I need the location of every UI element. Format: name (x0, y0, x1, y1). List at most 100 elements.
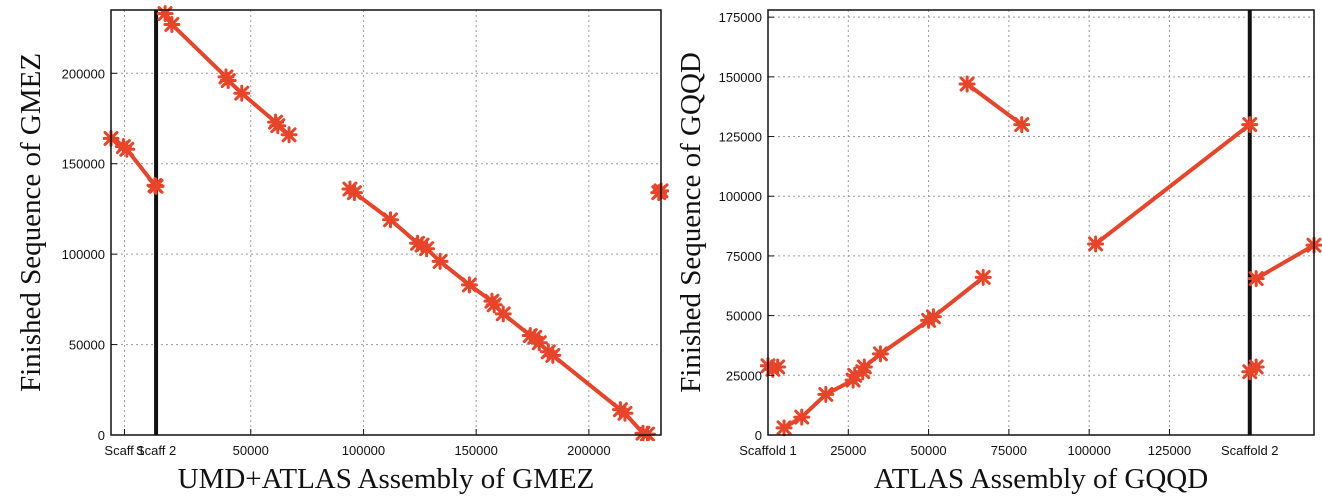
chart-2-point-1-4-shape (846, 366, 864, 384)
chart-1-xtick-label-1: Scaff 2 (136, 443, 176, 458)
chart-1-point-2-17 (616, 404, 634, 422)
chart-2-point-1-7 (871, 345, 889, 363)
chart-2-point-1-10-shape (974, 268, 992, 286)
chart-1-point-2-2 (382, 211, 400, 229)
chart-2-point-3-0 (1087, 235, 1105, 253)
chart-1-point-2-17-shape (616, 404, 634, 422)
chart-2-point-1-7-shape (871, 345, 889, 363)
chart-2-point-2-0 (958, 75, 976, 93)
chart-2-point-1-5-shape (854, 363, 872, 381)
chart-2-ytick-label-6: 150000 (719, 70, 762, 85)
chart-2-plot-frame (767, 9, 1315, 436)
chart-1-point-2-9 (485, 296, 503, 314)
chart-1-point-1-0 (156, 5, 174, 23)
chart-1-ytick-label-3: 150000 (62, 157, 105, 172)
chart-1-point-2-7-shape (460, 276, 478, 294)
chart-1-point-2-11-shape (521, 327, 539, 345)
chart-2-yaxis-title: Finished Sequence of GQQD (675, 52, 707, 393)
chart-1-ytick-label-1: 50000 (69, 338, 105, 353)
chart-1-point-2-6 (431, 252, 449, 270)
chart-1-point-1-3 (219, 72, 237, 90)
chart-2-point-1-9-shape (924, 308, 942, 326)
chart-1-point-2-1-shape (345, 184, 363, 202)
chart-2-point-1-10 (974, 268, 992, 286)
chart-2-point-1-6 (855, 358, 873, 376)
chart-2-segment-3 (1093, 122, 1252, 246)
chart-1-point-0-2-shape (118, 140, 136, 158)
chart-2-point-1-1-shape (793, 408, 811, 426)
chart-1-point-2-10-shape (494, 305, 512, 323)
chart-1-point-2-9-shape (485, 296, 503, 314)
chart-2-ytick-label-0: 0 (755, 428, 762, 443)
chart-2-ytick-label-3: 75000 (726, 249, 762, 264)
chart-2-point-1-1 (793, 408, 811, 426)
chart-1-point-1-1-shape (163, 15, 181, 33)
chart-2-point-1-0-shape (775, 419, 793, 437)
chart-1-point-0-4-shape (147, 177, 165, 195)
chart-2-point-5-0-shape (1247, 270, 1265, 288)
chart-2-xtick-label-1: 25000 (830, 443, 866, 458)
chart-2-point-0-2-shape (769, 358, 787, 376)
chart-2-xtick-label-3: 75000 (991, 443, 1027, 458)
chart-1-point-2-5-shape (418, 240, 436, 258)
chart-2-ytick-label-5: 125000 (719, 130, 762, 145)
chart-1-point-1-4-shape (233, 84, 251, 102)
chart-2-segment-2 (965, 82, 1024, 127)
chart-1-point-2-13-shape (530, 334, 548, 352)
chart-1-point-2-10 (494, 305, 512, 323)
chart-2-point-5-0 (1247, 270, 1265, 288)
chart-1-point-2-19 (638, 425, 656, 441)
chart-1-point-1-6-shape (269, 117, 287, 135)
chart-1-plot-frame (110, 9, 662, 436)
chart-2-point-1-0 (775, 419, 793, 437)
chart-2-point-1-3 (844, 371, 862, 389)
chart-2-point-1-3-shape (844, 371, 862, 389)
chart-1-point-2-11 (521, 327, 539, 345)
chart-2-point-4-1-shape (1247, 358, 1265, 376)
chart-1-xtick-label-4: 150000 (454, 443, 497, 458)
chart-1-ytick-label-0: 0 (98, 428, 105, 443)
chart-1-point-2-3-shape (409, 234, 427, 252)
chart-2-xtick-label-0: Scaffold 1 (739, 443, 797, 458)
chart-2-xtick-label-4: 100000 (1067, 443, 1110, 458)
chart-1-point-1-7-shape (280, 126, 298, 144)
chart-1-yaxis-title: Finished Sequence of GMEZ (15, 53, 47, 392)
chart-1-point-2-5 (418, 240, 436, 258)
chart-2-xtick-label-6: Scaffold 2 (1221, 443, 1279, 458)
chart-2-point-0-1-shape (764, 360, 782, 378)
chart-1-point-1-3-shape (219, 72, 237, 90)
chart-2-point-4-1 (1247, 358, 1265, 376)
chart-2-point-0-2 (769, 358, 787, 376)
chart-1-point-2-15-shape (544, 346, 562, 364)
chart-2-ytick-label-2: 50000 (726, 309, 762, 324)
chart-1-data (103, 5, 669, 441)
chart-2-point-1-5 (854, 363, 872, 381)
chart-1-xtick-label-5: 200000 (567, 443, 610, 458)
chart-2-point-3-1-shape (1241, 116, 1259, 134)
chart-2-point-2-1 (1013, 116, 1031, 134)
chart-2-point-1-6-shape (855, 358, 873, 376)
chart-2-point-3-1 (1241, 116, 1259, 134)
chart-2-point-2-0-shape (958, 75, 976, 93)
chart-1-point-2-6-shape (431, 252, 449, 270)
chart-1-point-2-13 (530, 334, 548, 352)
chart-2-point-2-1-shape (1013, 116, 1031, 134)
chart-1-point-0-4 (147, 177, 165, 195)
chart-1-point-0-2 (118, 140, 136, 158)
chart-2-point-1-9 (924, 308, 942, 326)
chart-2-point-1-2-shape (817, 385, 835, 403)
chart-1-point-2-1 (345, 184, 363, 202)
chart-2-xtick-label-2: 50000 (911, 443, 947, 458)
chart-1-xtick-label-0: Scaff 1 (104, 443, 144, 458)
chart-2: Scaffold 1 25000 50000 75000 100000 125000 Sca… (675, 9, 1322, 495)
chart-1-xtick-label-2: 50000 (233, 443, 269, 458)
chart-2-point-1-4 (846, 366, 864, 384)
chart-2-ytick-label-7: 175000 (719, 10, 762, 25)
chart-1-xtick-label-3: 100000 (342, 443, 385, 458)
chart-1-point-2-15 (544, 346, 562, 364)
chart-2-xtick-label-5: 125000 (1148, 443, 1191, 458)
chart-1-ytick-label-2: 100000 (62, 247, 105, 262)
chart-2-segment-5 (1254, 243, 1316, 281)
chart-1-xaxis-title: UMD+ATLAS Assembly of GMEZ (178, 463, 595, 495)
